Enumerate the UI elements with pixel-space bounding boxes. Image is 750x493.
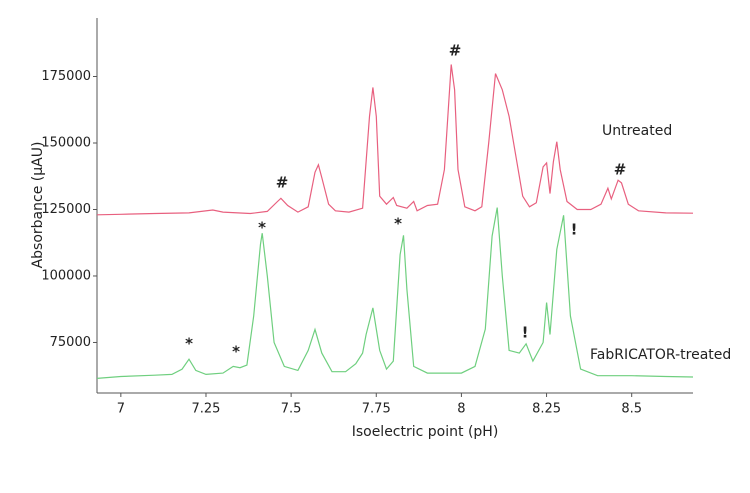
x-tick-label: 8.5	[621, 402, 642, 417]
y-tick-label: 125000	[41, 202, 91, 217]
y-axis-label: Absorbance (µAU)	[30, 142, 46, 269]
annotation: #	[276, 174, 289, 192]
series-label: FabRICATOR-treated	[590, 347, 731, 363]
y-tick-label: 175000	[41, 69, 91, 84]
annotation: !	[522, 324, 529, 342]
y-tick-label: 100000	[41, 268, 91, 283]
annotation: !	[571, 221, 578, 239]
x-tick-label: 8.25	[532, 402, 561, 417]
x-tick-label: 7.75	[362, 402, 391, 417]
series-line	[96, 207, 694, 379]
x-tick-label: 7.25	[192, 402, 221, 417]
annotation: *	[394, 215, 402, 233]
annotation: #	[614, 161, 627, 179]
x-axis-label: Isoelectric point (pH)	[352, 424, 499, 440]
series-label: Untreated	[602, 123, 672, 139]
annotation: *	[185, 335, 193, 353]
series-line	[96, 64, 694, 216]
x-tick-label: 7.5	[281, 402, 302, 417]
annotation: *	[258, 219, 266, 237]
x-tick-label: 7	[117, 402, 125, 417]
y-tick-label: 150000	[41, 136, 91, 151]
x-tick-label: 8	[457, 402, 465, 417]
annotation: #	[449, 42, 462, 60]
y-tick-label: 75000	[50, 335, 91, 350]
annotation: *	[232, 343, 240, 361]
